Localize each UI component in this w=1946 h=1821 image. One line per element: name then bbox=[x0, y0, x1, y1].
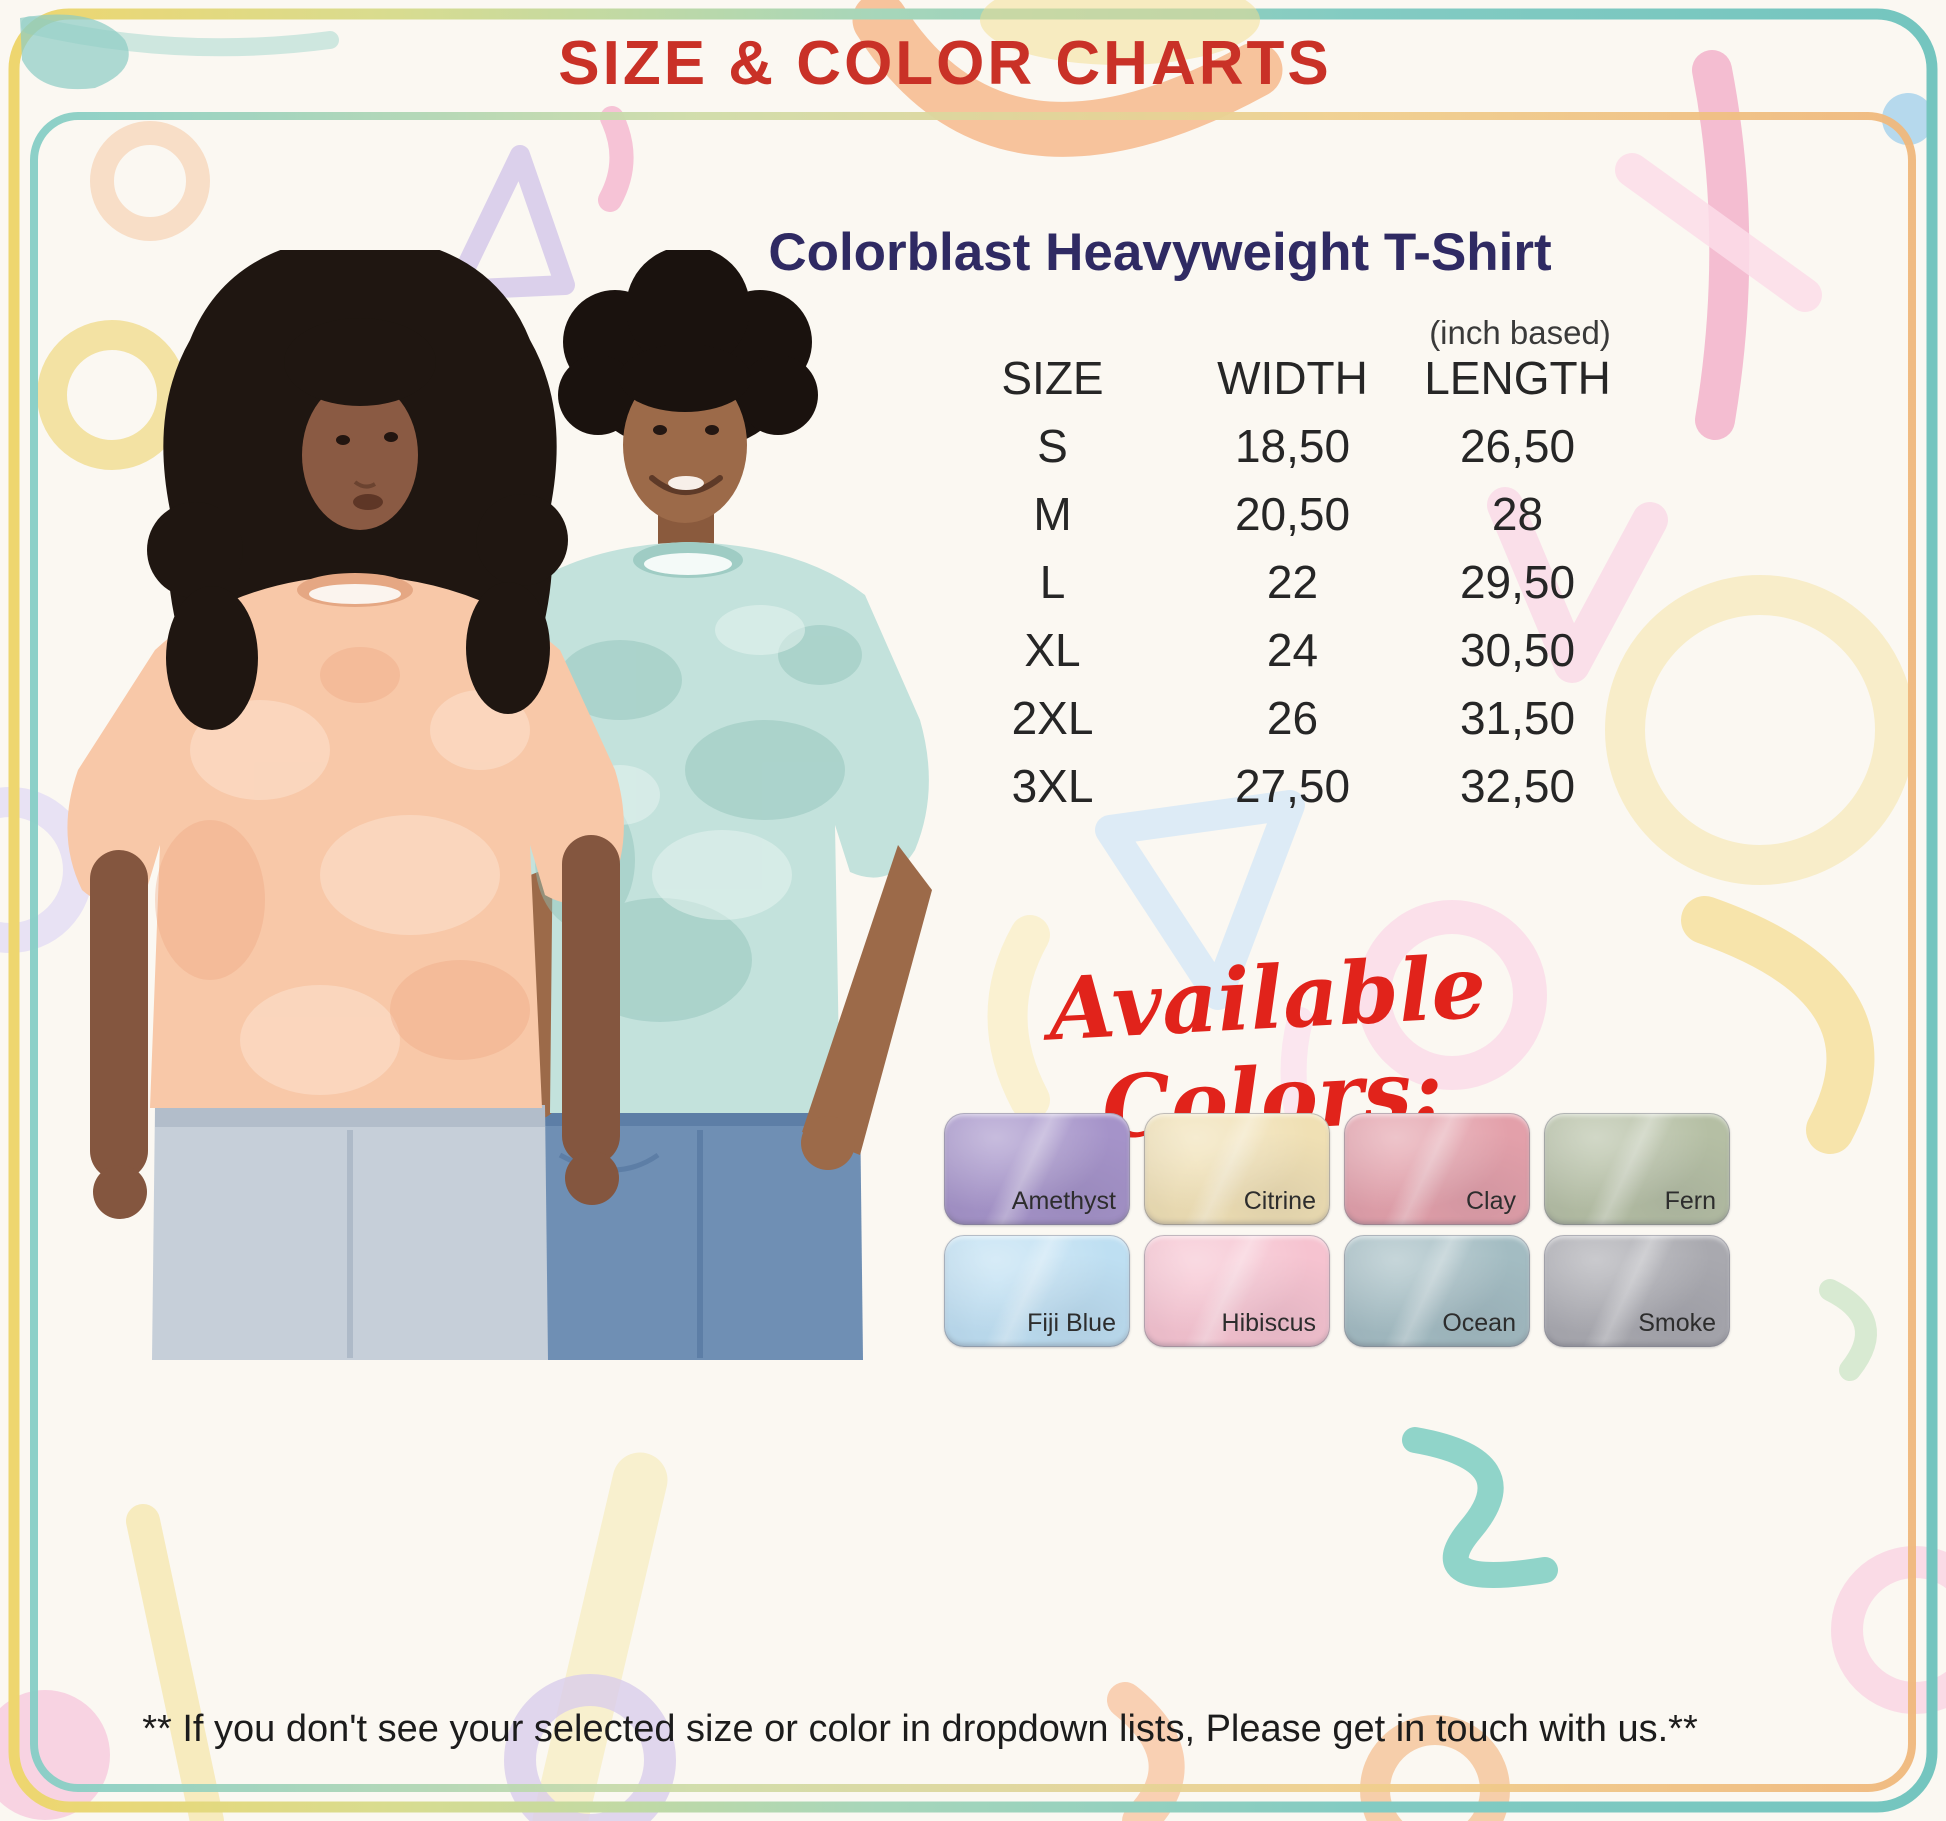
table-row-width: 24 bbox=[1266, 624, 1319, 676]
column-header-length: LENGTH bbox=[1424, 352, 1611, 404]
page-title: SIZE & COLOR CHARTS bbox=[558, 29, 1332, 98]
color-swatch-clay: Clay bbox=[1344, 1113, 1530, 1225]
table-row-size: M bbox=[1033, 488, 1072, 540]
table-row-length: 30,50 bbox=[1459, 624, 1576, 676]
color-swatch-amethyst: Amethyst bbox=[944, 1113, 1130, 1225]
swatch-label: Fiji Blue bbox=[1027, 1309, 1116, 1337]
color-swatch-grid: Amethyst Citrine Clay Fern Fiji Blue Hib… bbox=[944, 1113, 1730, 1347]
color-swatch-citrine: Citrine bbox=[1144, 1113, 1330, 1225]
table-row-size: L bbox=[1039, 556, 1066, 608]
unit-note: (inch based) bbox=[1429, 314, 1611, 351]
table-row-length: 26,50 bbox=[1459, 420, 1576, 472]
color-swatch-smoke: Smoke bbox=[1544, 1235, 1730, 1347]
table-row-width: 18,50 bbox=[1234, 420, 1351, 472]
table-row-length: 28 bbox=[1491, 488, 1544, 540]
color-swatch-hibiscus: Hibiscus bbox=[1144, 1235, 1330, 1347]
table-row-width: 26 bbox=[1266, 692, 1319, 744]
table-row-length: 29,50 bbox=[1459, 556, 1576, 608]
size-chart-table: SIZE WIDTH LENGTH S 18,50 26,50 M 20,50 … bbox=[930, 344, 1625, 820]
color-swatch-fiji-blue: Fiji Blue bbox=[944, 1235, 1130, 1347]
models-photo bbox=[67, 250, 932, 1360]
swatch-label: Amethyst bbox=[1011, 1187, 1116, 1215]
table-row-size: XL bbox=[1024, 624, 1081, 676]
product-title: Colorblast Heavyweight T-Shirt bbox=[768, 223, 1552, 282]
column-header-width: WIDTH bbox=[1217, 352, 1368, 404]
table-row-length: 31,50 bbox=[1459, 692, 1576, 744]
table-row-size: S bbox=[1037, 420, 1068, 472]
color-swatch-fern: Fern bbox=[1544, 1113, 1730, 1225]
swatch-label: Hibiscus bbox=[1221, 1309, 1316, 1337]
color-swatch-ocean: Ocean bbox=[1344, 1235, 1530, 1347]
corner-blobs bbox=[20, 0, 1260, 90]
table-row-size: 3XL bbox=[1011, 760, 1094, 812]
column-header-size: SIZE bbox=[1001, 352, 1104, 404]
swatch-label: Smoke bbox=[1638, 1309, 1716, 1337]
table-row-width: 22 bbox=[1266, 556, 1319, 608]
table-row-width: 27,50 bbox=[1234, 760, 1351, 812]
swatch-label: Fern bbox=[1664, 1187, 1716, 1215]
woman-model bbox=[67, 250, 624, 1360]
contact-note: ** If you don't see your selected size o… bbox=[142, 1708, 1698, 1750]
table-row-length: 32,50 bbox=[1459, 760, 1576, 812]
table-row-width: 20,50 bbox=[1234, 488, 1351, 540]
table-row-size: 2XL bbox=[1011, 692, 1094, 744]
swatch-label: Ocean bbox=[1442, 1309, 1516, 1337]
page-frame bbox=[8, 8, 1938, 1813]
swatch-label: Clay bbox=[1465, 1187, 1516, 1215]
swatch-label: Citrine bbox=[1243, 1187, 1316, 1215]
